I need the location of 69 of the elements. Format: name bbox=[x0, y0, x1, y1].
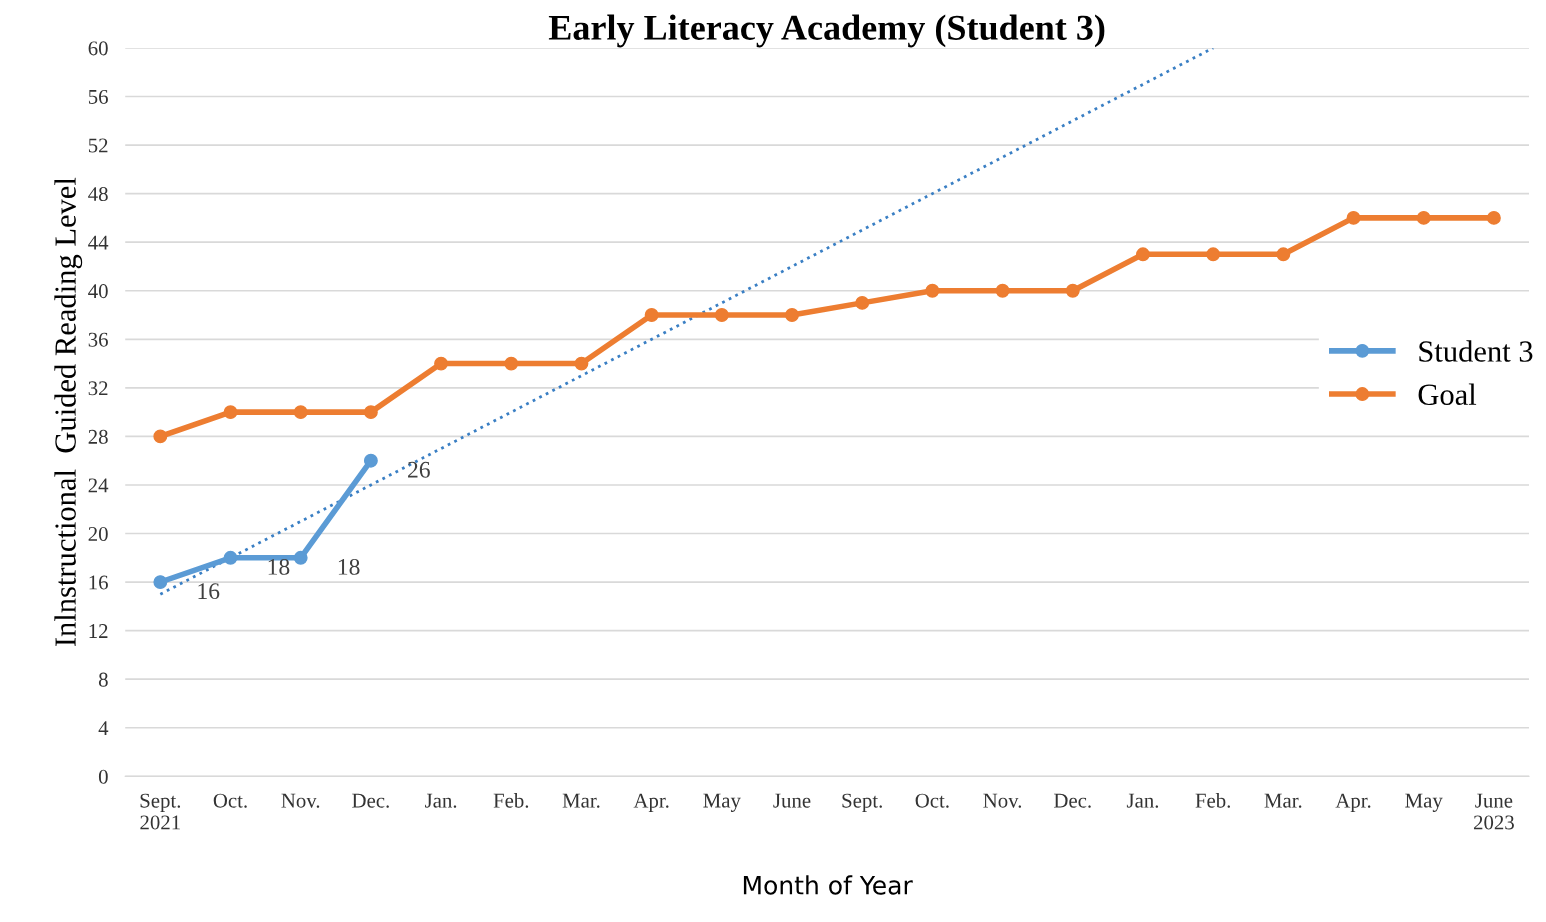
point bbox=[855, 295, 870, 310]
point bbox=[153, 429, 168, 444]
point bbox=[714, 308, 729, 322]
legend-label: Student 3 bbox=[1419, 340, 1533, 362]
x-tick-label: Jan. bbox=[1126, 793, 1159, 808]
point bbox=[785, 308, 799, 322]
y-tick-label: 52 bbox=[88, 138, 108, 153]
point bbox=[574, 356, 589, 371]
x-tick-label: Apr. bbox=[633, 793, 669, 812]
y-tick-label: 12 bbox=[89, 624, 108, 638]
point bbox=[1206, 247, 1221, 262]
chart-title: Early Literacy Academy (Student 3) bbox=[548, 14, 1105, 48]
data-label: 16 bbox=[198, 583, 220, 600]
x-tick-label: Oct. bbox=[915, 793, 949, 808]
data-label: 18 bbox=[338, 558, 360, 575]
y-tick-label: 44 bbox=[88, 235, 109, 250]
point bbox=[1486, 210, 1501, 225]
x-tick-label: Apr. bbox=[1335, 793, 1371, 812]
x-tick-label: Oct. bbox=[213, 793, 247, 808]
y-tick-label: 8 bbox=[98, 672, 108, 687]
point bbox=[363, 453, 378, 468]
y-axis-title: Inlnstructional Guided Reading Level bbox=[54, 177, 83, 647]
point bbox=[1416, 210, 1431, 225]
y-tick-label: 0 bbox=[98, 769, 108, 784]
point bbox=[644, 308, 659, 322]
y-tick-label: 32 bbox=[88, 381, 108, 396]
point bbox=[1276, 247, 1291, 262]
point bbox=[1136, 247, 1150, 262]
y-tick-label: 16 bbox=[89, 575, 108, 590]
point bbox=[1065, 283, 1080, 298]
x-axis-title: Month of Year bbox=[743, 875, 913, 895]
x-tick-label: Feb. bbox=[1195, 792, 1230, 808]
x-tick-label: Jan. bbox=[425, 793, 457, 808]
x-tick-label: June 2023 bbox=[1473, 793, 1514, 830]
x-tick-label: Nov. bbox=[983, 793, 1022, 808]
y-tick-label: 56 bbox=[88, 89, 108, 104]
x-tick-label: Nov. bbox=[281, 793, 320, 808]
point bbox=[504, 356, 519, 371]
x-tick-label: June bbox=[773, 793, 811, 808]
point bbox=[153, 575, 168, 590]
y-tick-label: 48 bbox=[88, 186, 108, 202]
point bbox=[223, 405, 238, 420]
x-tick-label: May bbox=[703, 793, 741, 812]
x-tick-label: Feb. bbox=[493, 792, 529, 808]
x-tick-label: Sept. bbox=[842, 793, 882, 812]
y-tick-label: 60 bbox=[88, 41, 108, 56]
y-tick-label: 28 bbox=[88, 429, 108, 444]
legend-label: Goal bbox=[1418, 383, 1477, 406]
x-tick-label: Mar. bbox=[562, 793, 600, 808]
x-tick-label: May bbox=[1405, 793, 1443, 812]
point bbox=[223, 550, 238, 565]
y-tick-label: 24 bbox=[88, 478, 109, 493]
x-tick-label: Dec. bbox=[352, 793, 389, 808]
point bbox=[1346, 210, 1361, 225]
point bbox=[434, 356, 449, 371]
x-tick-label: Mar. bbox=[1264, 793, 1302, 808]
y-tick-label: 36 bbox=[88, 332, 108, 347]
y-tick-label: 40 bbox=[88, 284, 108, 299]
x-tick-label: Sept. 2021 bbox=[140, 793, 181, 830]
x-tick-label: Dec. bbox=[1053, 793, 1091, 808]
point bbox=[293, 550, 308, 565]
y-tick-label: 4 bbox=[98, 721, 109, 735]
point bbox=[925, 283, 940, 298]
data-label: 26 bbox=[408, 461, 430, 478]
y-tick-label: 20 bbox=[88, 526, 108, 541]
data-label: 18 bbox=[268, 558, 290, 575]
point bbox=[995, 283, 1010, 298]
point bbox=[293, 405, 308, 420]
point bbox=[363, 405, 378, 420]
